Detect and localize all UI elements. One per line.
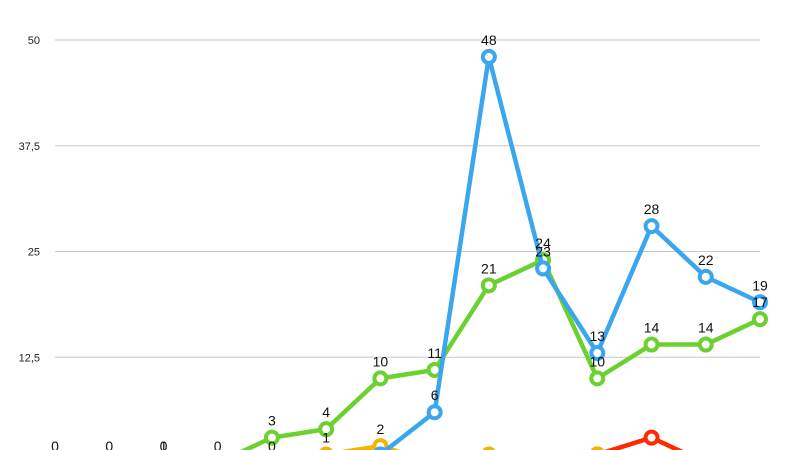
data-point	[643, 336, 660, 353]
data-point	[426, 404, 443, 421]
data-label: 23	[535, 243, 551, 259]
data-label: 1	[322, 430, 330, 446]
series-line	[604, 435, 684, 450]
data-label: 3	[268, 413, 276, 429]
data-label: 14	[698, 320, 714, 336]
data-label: 1	[160, 438, 168, 450]
gridlines	[55, 39, 760, 358]
data-point	[263, 429, 280, 446]
data-label: 11	[427, 345, 442, 361]
data-label: 48	[481, 32, 497, 48]
data-label: 22	[698, 252, 714, 268]
data-point	[643, 429, 660, 446]
series-0	[373, 48, 768, 450]
data-label: 0	[268, 438, 276, 450]
data-point	[589, 370, 606, 387]
data-point	[752, 311, 768, 328]
data-label: 0	[214, 438, 222, 450]
data-label: 10	[590, 353, 606, 369]
data-label: 17	[752, 294, 768, 310]
y-tick-label: 37,5	[19, 141, 40, 153]
data-point	[372, 370, 389, 387]
series-lines	[240, 48, 768, 450]
series-1	[240, 251, 768, 450]
data-label: 10	[373, 353, 389, 369]
data-label: 6	[431, 387, 439, 403]
y-tick-label: 12,5	[19, 352, 40, 364]
y-tick-label: 25	[28, 247, 40, 259]
data-point	[318, 421, 335, 438]
data-label: 0	[160, 438, 168, 450]
data-label: 21	[481, 260, 497, 276]
y-axis-ticks: 12,5 25 37,5 50	[19, 35, 40, 364]
data-label: 0	[105, 438, 113, 450]
series-line	[240, 257, 763, 450]
data-point	[480, 48, 497, 65]
data-label: 2	[376, 421, 384, 437]
data-point	[480, 277, 497, 294]
data-label: 0	[51, 438, 59, 450]
data-point	[643, 218, 660, 235]
data-label: 28	[644, 201, 660, 217]
data-label: 14	[644, 320, 660, 336]
data-label: 19	[752, 277, 768, 293]
data-point	[589, 345, 606, 362]
data-label: 13	[590, 328, 606, 344]
data-point	[535, 260, 552, 277]
data-point	[697, 268, 714, 285]
data-label: 4	[322, 404, 330, 420]
data-label: 24	[535, 235, 551, 251]
data-point	[752, 294, 768, 311]
y-tick-label: 50	[28, 35, 40, 47]
data-point	[697, 336, 714, 353]
